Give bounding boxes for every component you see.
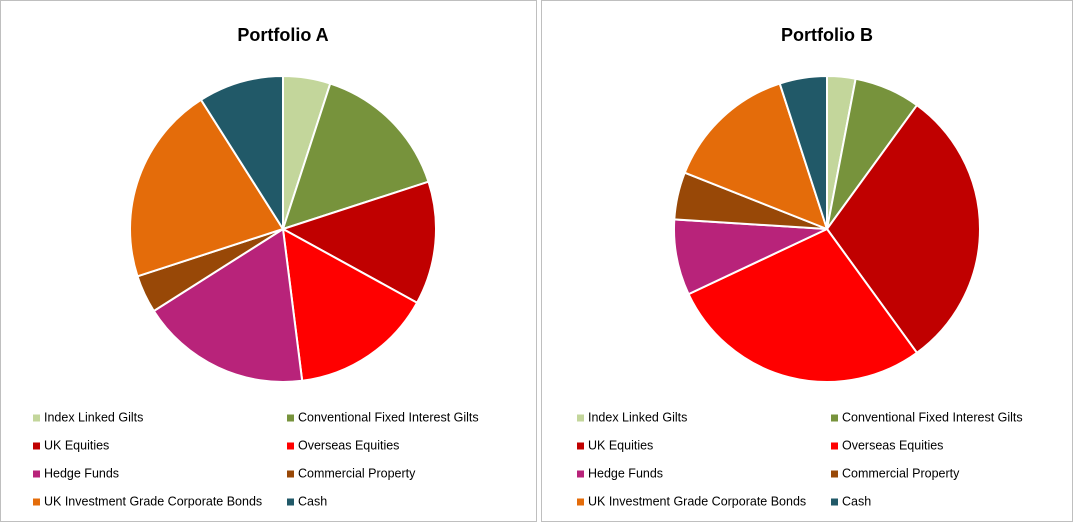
pie-slice <box>687 227 919 383</box>
legend-swatch <box>831 442 838 450</box>
legend-label: Conventional Fixed Interest Gilts <box>842 410 1023 424</box>
legend-label: Hedge Funds <box>588 466 663 480</box>
legend-label: Index Linked Gilts <box>44 410 143 424</box>
legend-swatch <box>33 414 40 422</box>
legend-swatch <box>577 414 584 422</box>
pie-slice <box>199 74 284 233</box>
pie-slice <box>825 103 981 355</box>
legend-swatch <box>831 414 838 422</box>
legend-swatch <box>287 470 294 478</box>
legend-swatch <box>33 470 40 478</box>
legend-label: Cash <box>298 494 327 508</box>
legend-swatch <box>577 442 584 450</box>
legend-label: UK Equities <box>44 438 109 452</box>
legend-swatch <box>287 414 294 422</box>
legend-label: Commercial Property <box>842 466 960 480</box>
legend-label: Commercial Property <box>298 466 416 480</box>
legend-swatch <box>287 498 294 506</box>
legend-swatch <box>831 470 838 478</box>
pie-slice <box>152 227 304 383</box>
legend-swatch <box>33 498 40 506</box>
legend-label: UK Investment Grade Corporate Bonds <box>44 494 262 508</box>
pie-slice <box>281 227 419 382</box>
legend-swatch <box>287 442 294 450</box>
pie-slice <box>280 180 437 305</box>
legend-label: Hedge Funds <box>44 466 119 480</box>
legend-label: UK Equities <box>588 438 653 452</box>
pie-slice <box>129 98 285 278</box>
pie-slice <box>778 74 828 230</box>
legend-label: Index Linked Gilts <box>588 410 687 424</box>
legend-label: UK Investment Grade Corporate Bonds <box>588 494 806 508</box>
chart-title: Portfolio A <box>237 25 328 45</box>
legend-label: Overseas Equities <box>842 438 943 452</box>
legend-label: Cash <box>842 494 871 508</box>
chart-title: Portfolio B <box>781 25 873 45</box>
legend-label: Conventional Fixed Interest Gilts <box>298 410 479 424</box>
legend-swatch <box>577 470 584 478</box>
legend-swatch <box>831 498 838 506</box>
legend-swatch <box>577 498 584 506</box>
legend-swatch <box>33 442 40 450</box>
legend-label: Overseas Equities <box>298 438 399 452</box>
